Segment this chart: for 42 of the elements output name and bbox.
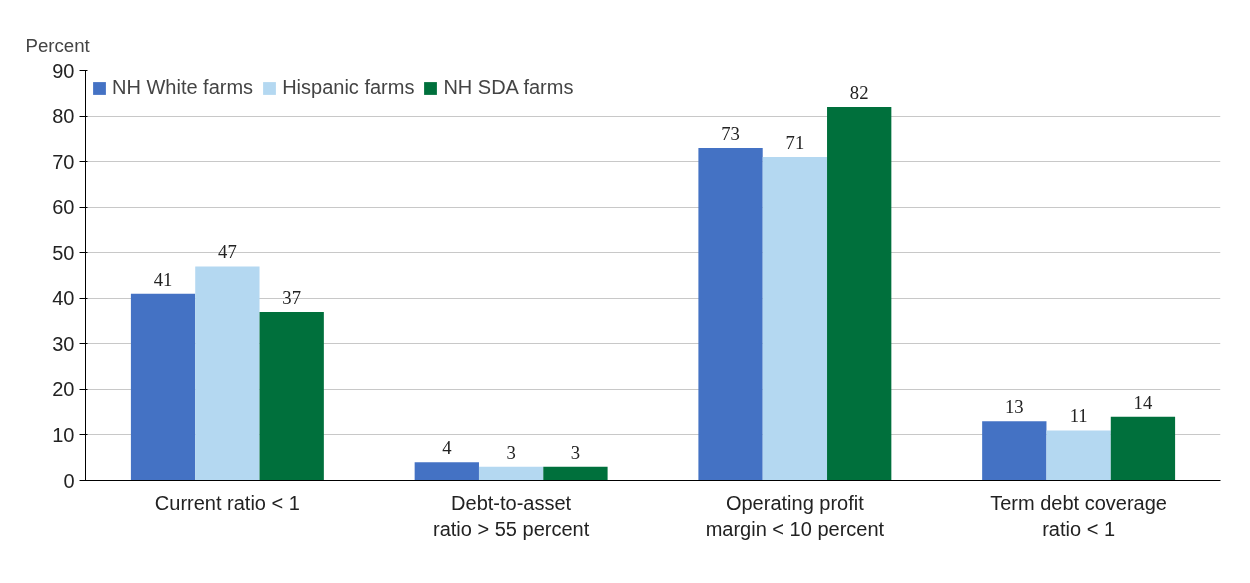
bar	[1110, 416, 1176, 481]
y-tick-label: 50	[52, 241, 75, 264]
data-label: 82	[849, 81, 869, 103]
bar	[1046, 430, 1111, 481]
data-label: 71	[785, 132, 805, 154]
x-tick-label: Debt-to-asset ratio > 55 percent	[433, 491, 590, 540]
bar	[982, 421, 1047, 481]
bar	[130, 293, 196, 481]
data-label: 41	[153, 268, 173, 290]
data-label: 4	[442, 437, 453, 459]
data-label: 3	[506, 441, 516, 463]
y-axis-title: Percent	[25, 34, 91, 56]
y-tick-label: 80	[52, 105, 75, 128]
bar	[195, 266, 260, 481]
bar	[259, 311, 324, 481]
bar	[543, 466, 608, 481]
y-tick-label: 0	[63, 469, 75, 492]
data-label: 37	[282, 286, 302, 308]
y-tick-label: 30	[52, 332, 75, 355]
y-tick-label: 90	[52, 59, 75, 82]
bar	[698, 147, 763, 481]
data-label: 14	[1133, 391, 1153, 413]
bar	[827, 106, 892, 481]
data-label: 73	[721, 122, 740, 144]
data-label: 3	[570, 441, 581, 463]
x-tick-label: Current ratio < 1	[154, 491, 300, 514]
y-tick-label: 40	[52, 287, 75, 310]
data-label: 11	[1069, 405, 1088, 427]
y-tick-label: 20	[52, 378, 75, 401]
bar	[762, 157, 828, 481]
legend-label: NH SDA farms	[443, 76, 574, 99]
x-tick-label: Term debt coverage ratio < 1	[990, 491, 1168, 540]
bar	[478, 466, 544, 481]
y-tick-label: 70	[52, 150, 75, 173]
legend-label: NH White farms	[112, 76, 254, 99]
bar	[414, 462, 479, 481]
data-label: 47	[218, 241, 237, 263]
y-tick-label: 10	[52, 423, 75, 446]
legend-label: Hispanic farms	[282, 76, 415, 99]
x-tick-label: Operating profit margin < 10 percent	[705, 491, 885, 540]
y-tick-label: 60	[52, 196, 75, 219]
data-label: 13	[1004, 396, 1024, 418]
